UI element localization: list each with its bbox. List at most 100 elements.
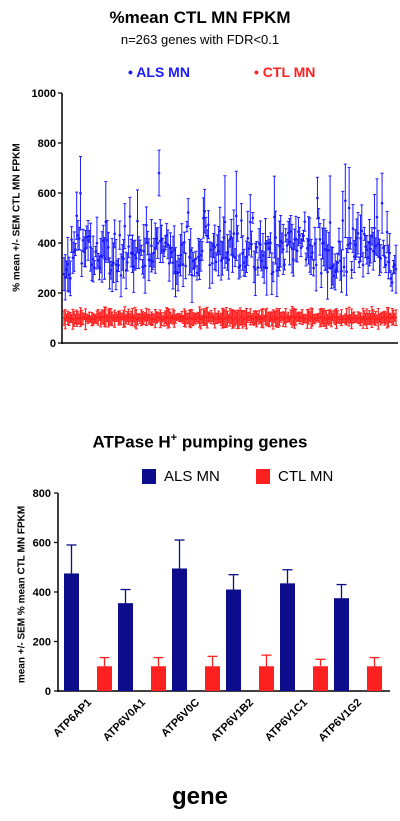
chart1-y-tick-label: 0	[50, 338, 56, 350]
als-point	[188, 255, 191, 259]
als-point	[388, 251, 391, 255]
ctl-point	[198, 315, 201, 319]
als-point	[93, 266, 96, 269]
als-point	[232, 232, 236, 235]
als-point	[356, 231, 360, 235]
ctl-point	[211, 316, 214, 319]
als-point	[252, 265, 256, 269]
als-point	[209, 248, 213, 252]
als-point	[128, 215, 132, 218]
als-point	[382, 246, 385, 250]
als-point	[146, 241, 149, 245]
ctl-bar	[151, 666, 166, 691]
als-point	[118, 233, 122, 237]
ctl-point	[255, 318, 258, 321]
als-point	[171, 261, 175, 264]
ctl-point	[130, 317, 133, 320]
als-point	[298, 234, 301, 237]
chart1-y-tick-label: 1000	[32, 88, 56, 100]
chart1-y-tick-label: 600	[38, 188, 56, 200]
ctl-point	[174, 318, 177, 321]
als-bar	[334, 598, 349, 691]
als-point	[290, 247, 294, 250]
als-point	[255, 245, 258, 249]
als-point	[117, 263, 120, 267]
als-point	[205, 234, 209, 238]
ctl-point	[363, 316, 366, 319]
als-bar	[118, 603, 133, 691]
als-point	[385, 230, 389, 234]
ctl-point	[301, 315, 304, 319]
als-point	[267, 246, 271, 250]
als-point	[126, 261, 129, 264]
ctl-point	[83, 315, 86, 318]
als-point	[91, 257, 95, 261]
als-point	[183, 240, 186, 244]
ctl-point	[268, 318, 271, 321]
chart1-y-tick-label: 200	[38, 288, 56, 300]
ctl-point	[280, 315, 284, 318]
chart2-x-tick-label: ATP6V1C1	[263, 697, 310, 744]
als-point	[134, 256, 138, 260]
als-bar	[64, 573, 79, 691]
chart2-legend-ctl-label: CTL MN	[278, 468, 334, 485]
chart2-legend-als: ALS MN	[142, 468, 220, 485]
als-point	[250, 242, 253, 246]
als-point	[219, 259, 223, 262]
als-point	[269, 241, 272, 245]
als-point	[379, 257, 383, 260]
als-point	[66, 262, 70, 266]
ctl-point	[121, 315, 124, 319]
als-point	[369, 247, 372, 251]
als-point	[390, 281, 394, 284]
als-point	[318, 238, 322, 241]
als-point	[344, 199, 347, 203]
chart1-legend-als-label: ALS MN	[136, 64, 190, 80]
als-point	[295, 249, 299, 253]
chart2-legend-als-label: ALS MN	[164, 468, 220, 485]
chart2-x-tick-label: ATP6V1B2	[209, 697, 256, 744]
als-point	[69, 277, 72, 280]
ctl-point	[194, 317, 197, 321]
chart2-title-suffix: pumping genes	[177, 432, 308, 452]
als-point	[354, 243, 357, 246]
als-point	[227, 258, 231, 261]
als-point	[180, 243, 184, 246]
ctl-point	[123, 315, 126, 318]
als-point	[90, 263, 94, 266]
als-point	[228, 237, 232, 241]
als-point	[276, 265, 280, 269]
als-point	[139, 249, 143, 252]
ctl-point	[330, 317, 333, 321]
als-point	[186, 211, 190, 214]
chart1-plot: 0 200 400 600 800 1000	[32, 88, 398, 350]
als-point	[119, 274, 123, 277]
als-point	[65, 268, 68, 271]
ctl-point	[344, 317, 347, 321]
als-point	[143, 264, 147, 268]
als-point	[231, 253, 234, 257]
als-point	[338, 259, 342, 263]
ctl-point	[293, 317, 296, 320]
ctl-point	[335, 317, 338, 320]
als-point	[359, 236, 362, 240]
ctl-point	[67, 318, 71, 321]
als-bar	[172, 568, 187, 691]
chart2-title-text: ATPase H	[92, 432, 171, 452]
ctl-point	[277, 317, 280, 320]
als-point	[86, 239, 90, 242]
als-point	[96, 258, 100, 262]
als-point	[327, 248, 331, 252]
chart2-legend-ctl: CTL MN	[256, 468, 333, 485]
chart2-title-sup: +	[170, 432, 178, 444]
als-point	[77, 237, 81, 240]
als-point	[260, 259, 263, 262]
als-point	[288, 240, 291, 244]
ctl-point	[368, 316, 371, 319]
als-point	[308, 243, 312, 247]
als-point	[145, 223, 148, 227]
als-point	[148, 258, 152, 262]
als-point	[170, 251, 174, 254]
als-point	[131, 252, 134, 256]
